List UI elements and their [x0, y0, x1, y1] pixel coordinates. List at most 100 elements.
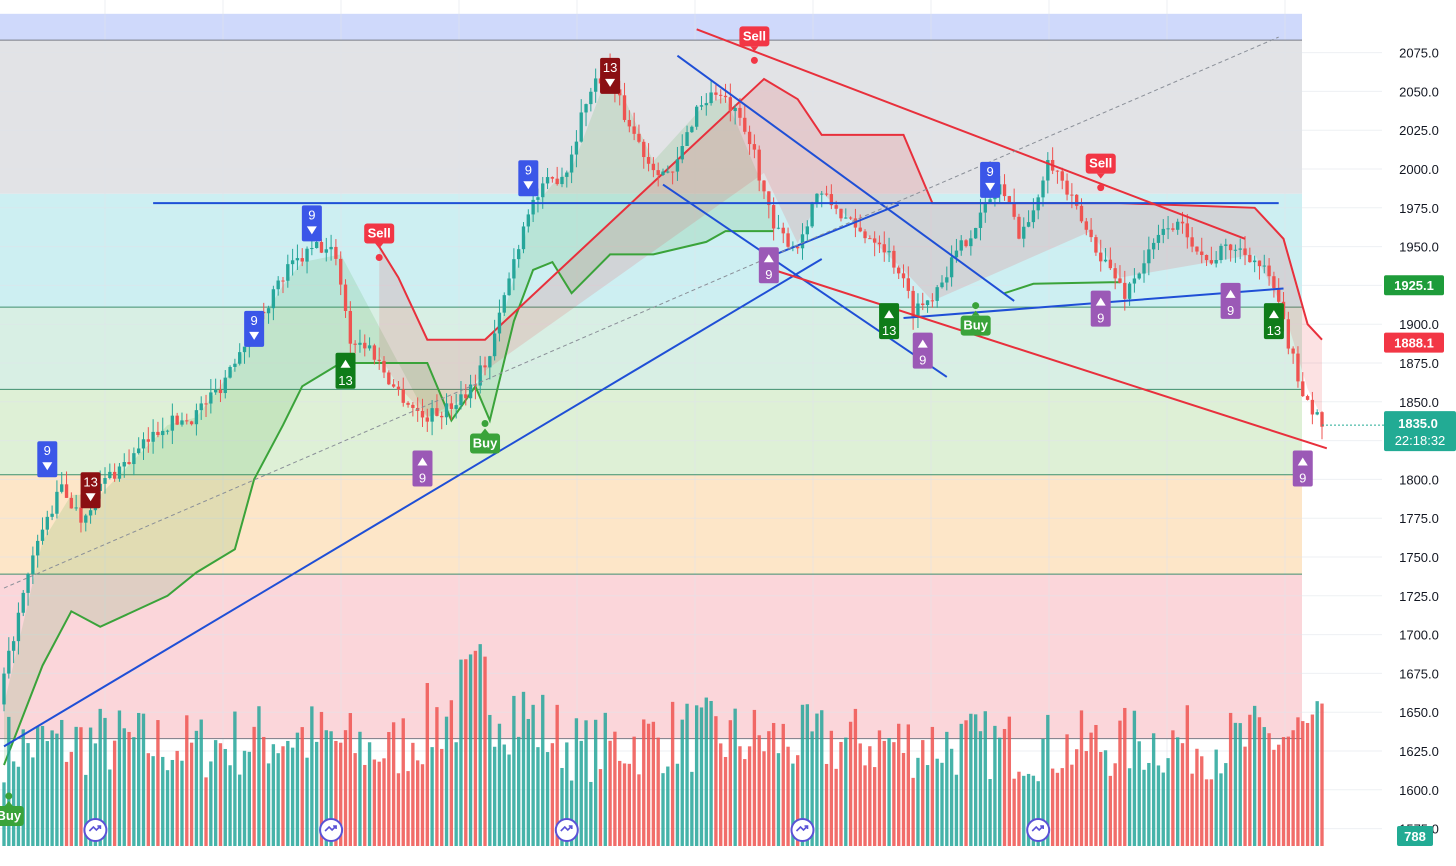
price-tag[interactable]: 1888.1 [1384, 332, 1444, 353]
candle [1099, 252, 1103, 262]
zone-band [0, 474, 1302, 575]
count-marker-box [412, 450, 433, 487]
volume-bar [1017, 771, 1021, 846]
candle [1022, 226, 1026, 239]
volume-bar [1195, 748, 1199, 846]
signal-pointer [4, 801, 13, 807]
event-icon[interactable] [1026, 818, 1051, 842]
trendline[interactable] [696, 28, 1246, 240]
volume-bar [603, 712, 607, 846]
candle [940, 282, 944, 288]
volume-bar [1243, 746, 1247, 846]
trendline[interactable] [763, 203, 900, 260]
candle [1204, 254, 1209, 261]
candle [55, 491, 59, 514]
candle [646, 157, 651, 164]
candle [363, 342, 367, 349]
volume-bar [781, 723, 785, 846]
candle [930, 300, 935, 302]
volume-bar [1305, 722, 1310, 846]
trendline[interactable] [676, 54, 1015, 302]
buy-signal[interactable]: Buy [960, 302, 991, 336]
count-marker[interactable]: 13 [335, 352, 356, 389]
count-marker[interactable]: 9 [301, 205, 322, 242]
count-marker-label: 13 [83, 474, 97, 489]
volume-bar [829, 730, 834, 846]
volume-tag[interactable]: 788 [1397, 826, 1433, 846]
volume-bar [1070, 764, 1074, 846]
count-marker[interactable]: 9 [980, 161, 1001, 198]
event-icon[interactable] [83, 818, 108, 842]
candle [1291, 348, 1295, 354]
event-icon[interactable] [554, 818, 579, 842]
count-marker[interactable]: 9 [1292, 450, 1313, 487]
count-marker[interactable]: 13 [879, 303, 900, 340]
count-marker[interactable]: 9 [412, 450, 433, 487]
price-tag[interactable]: 1925.1 [1384, 275, 1444, 296]
count-marker[interactable]: 13 [80, 472, 101, 509]
signal-dot [750, 56, 758, 64]
count-marker[interactable]: 9 [758, 247, 779, 284]
candle [305, 248, 309, 262]
buy-signal[interactable]: Buy [470, 420, 501, 454]
count-marker[interactable]: 9 [1220, 282, 1241, 319]
sell-signal[interactable]: Sell [364, 223, 395, 261]
candle [877, 242, 882, 245]
volume-bar [60, 719, 64, 846]
volume-bar [565, 742, 569, 846]
buy-signal[interactable]: Buy [0, 792, 24, 827]
volume-bar [1113, 763, 1117, 846]
count-marker[interactable]: 13 [600, 57, 621, 94]
candle [1147, 249, 1151, 264]
candle [868, 238, 872, 240]
candle [387, 372, 391, 385]
candle [483, 365, 487, 368]
volume-bar [969, 713, 973, 846]
count-marker-label: 9 [919, 353, 926, 368]
arrow-up-icon [763, 254, 774, 263]
price-axis: 2075.0 2050.0 2025.0 2000.0 1975.0 1950.0 1925… [1322, 0, 1456, 861]
count-marker[interactable]: 9 [912, 332, 933, 369]
event-icon[interactable] [319, 818, 344, 842]
volume-bar [464, 659, 468, 846]
volume-bar [589, 781, 593, 846]
current-price-tag[interactable]: 1835.0 22:18:32 [1322, 411, 1456, 452]
volume-bar [930, 726, 935, 846]
signal-pointer [1096, 173, 1105, 179]
sell-signal[interactable]: Sell [1085, 153, 1116, 192]
candle [223, 377, 227, 394]
volume-bar [959, 723, 963, 846]
candle [156, 431, 160, 436]
volume-bar [276, 753, 280, 846]
trendline[interactable] [773, 268, 1328, 450]
count-marker[interactable]: 9 [518, 160, 539, 197]
volume-bar [242, 750, 247, 846]
event-icon[interactable] [790, 818, 815, 842]
volume-bar [151, 756, 155, 846]
candle [949, 257, 954, 278]
volume-bar [800, 704, 805, 846]
count-marker[interactable]: 9 [1090, 290, 1111, 327]
price-tag-text: 1888.1 [1394, 336, 1434, 351]
volume-tag-box [1397, 826, 1433, 846]
candle [40, 529, 45, 541]
volume-bar [213, 740, 218, 846]
count-marker[interactable]: 9 [37, 441, 58, 478]
count-marker[interactable]: 9 [244, 310, 265, 347]
candle [141, 439, 146, 449]
volume-bar [310, 706, 314, 846]
trendline[interactable] [3, 258, 823, 748]
sell-signal[interactable]: Sell [739, 26, 770, 64]
candle [1214, 260, 1218, 264]
count-marker[interactable]: 13 [1263, 303, 1284, 340]
candle [589, 91, 593, 105]
candle [584, 104, 588, 113]
volume-bar [440, 748, 444, 846]
candle [1243, 248, 1247, 255]
signal-text: Buy [963, 318, 988, 333]
dashed-trendline[interactable] [3, 36, 1279, 589]
volume-bar [988, 779, 992, 846]
volume-bar [35, 726, 40, 846]
